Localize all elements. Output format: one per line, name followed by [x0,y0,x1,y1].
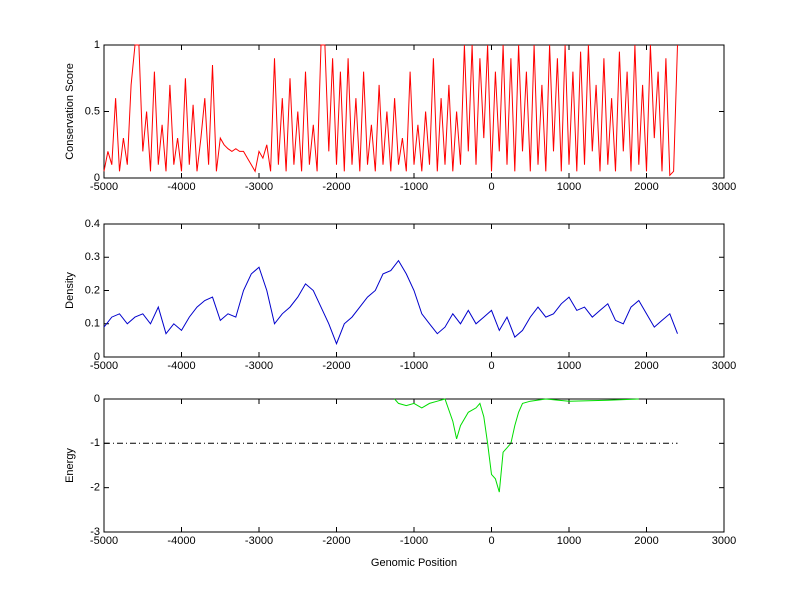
x-tick-label: -5000 [90,360,118,372]
x-tick-label: 1000 [557,360,581,372]
x-tick-label: 3000 [712,535,736,547]
x-tick-label: -3000 [245,535,273,547]
x-tick-label: 0 [488,360,494,372]
x-tick-label: 2000 [634,360,658,372]
y-tick-label: 0.4 [85,218,100,230]
x-tick-label: -2000 [322,535,350,547]
x-tick-label: -2000 [322,360,350,372]
y-tick-label: 0.1 [85,318,100,330]
x-tick-label: 2000 [634,181,658,193]
x-tick-label: 3000 [712,181,736,193]
x-tick-label: -5000 [90,535,118,547]
x-tick-label: 1000 [557,535,581,547]
x-tick-label: 0 [488,181,494,193]
x-tick-label: 2000 [634,535,658,547]
y-tick-label: 1 [94,39,100,51]
x-tick-label: -3000 [245,360,273,372]
y-tick-label: 0 [94,172,100,184]
y-axis-label: Conservation Score [64,63,76,160]
y-tick-label: -2 [90,482,100,494]
plot-area [103,398,725,533]
y-axis-label: Density [64,272,76,309]
x-tick-label: -5000 [90,181,118,193]
series-line [103,44,678,177]
x-tick-label: -1000 [400,181,428,193]
x-tick-label: -2000 [322,181,350,193]
y-tick-label: 0 [94,393,100,405]
x-axis-label: Genomic Position [371,557,457,569]
y-tick-label: -1 [90,437,100,449]
y-axis-label: Energy [64,448,76,483]
x-tick-label: -4000 [167,535,195,547]
x-tick-label: -3000 [245,181,273,193]
y-tick-label: 0 [94,351,100,363]
x-tick-label: 0 [488,535,494,547]
x-tick-label: -4000 [167,360,195,372]
x-tick-label: 1000 [557,181,581,193]
y-tick-label: 0.5 [85,105,100,117]
x-tick-label: -4000 [167,181,195,193]
series-line [394,398,639,493]
x-tick-label: 3000 [712,360,736,372]
y-tick-label: 0.2 [85,284,100,296]
y-tick-label: 0.3 [85,251,100,263]
series-line [103,259,678,346]
x-tick-label: -1000 [400,535,428,547]
y-tick-label: -3 [90,526,100,538]
x-tick-label: -1000 [400,360,428,372]
